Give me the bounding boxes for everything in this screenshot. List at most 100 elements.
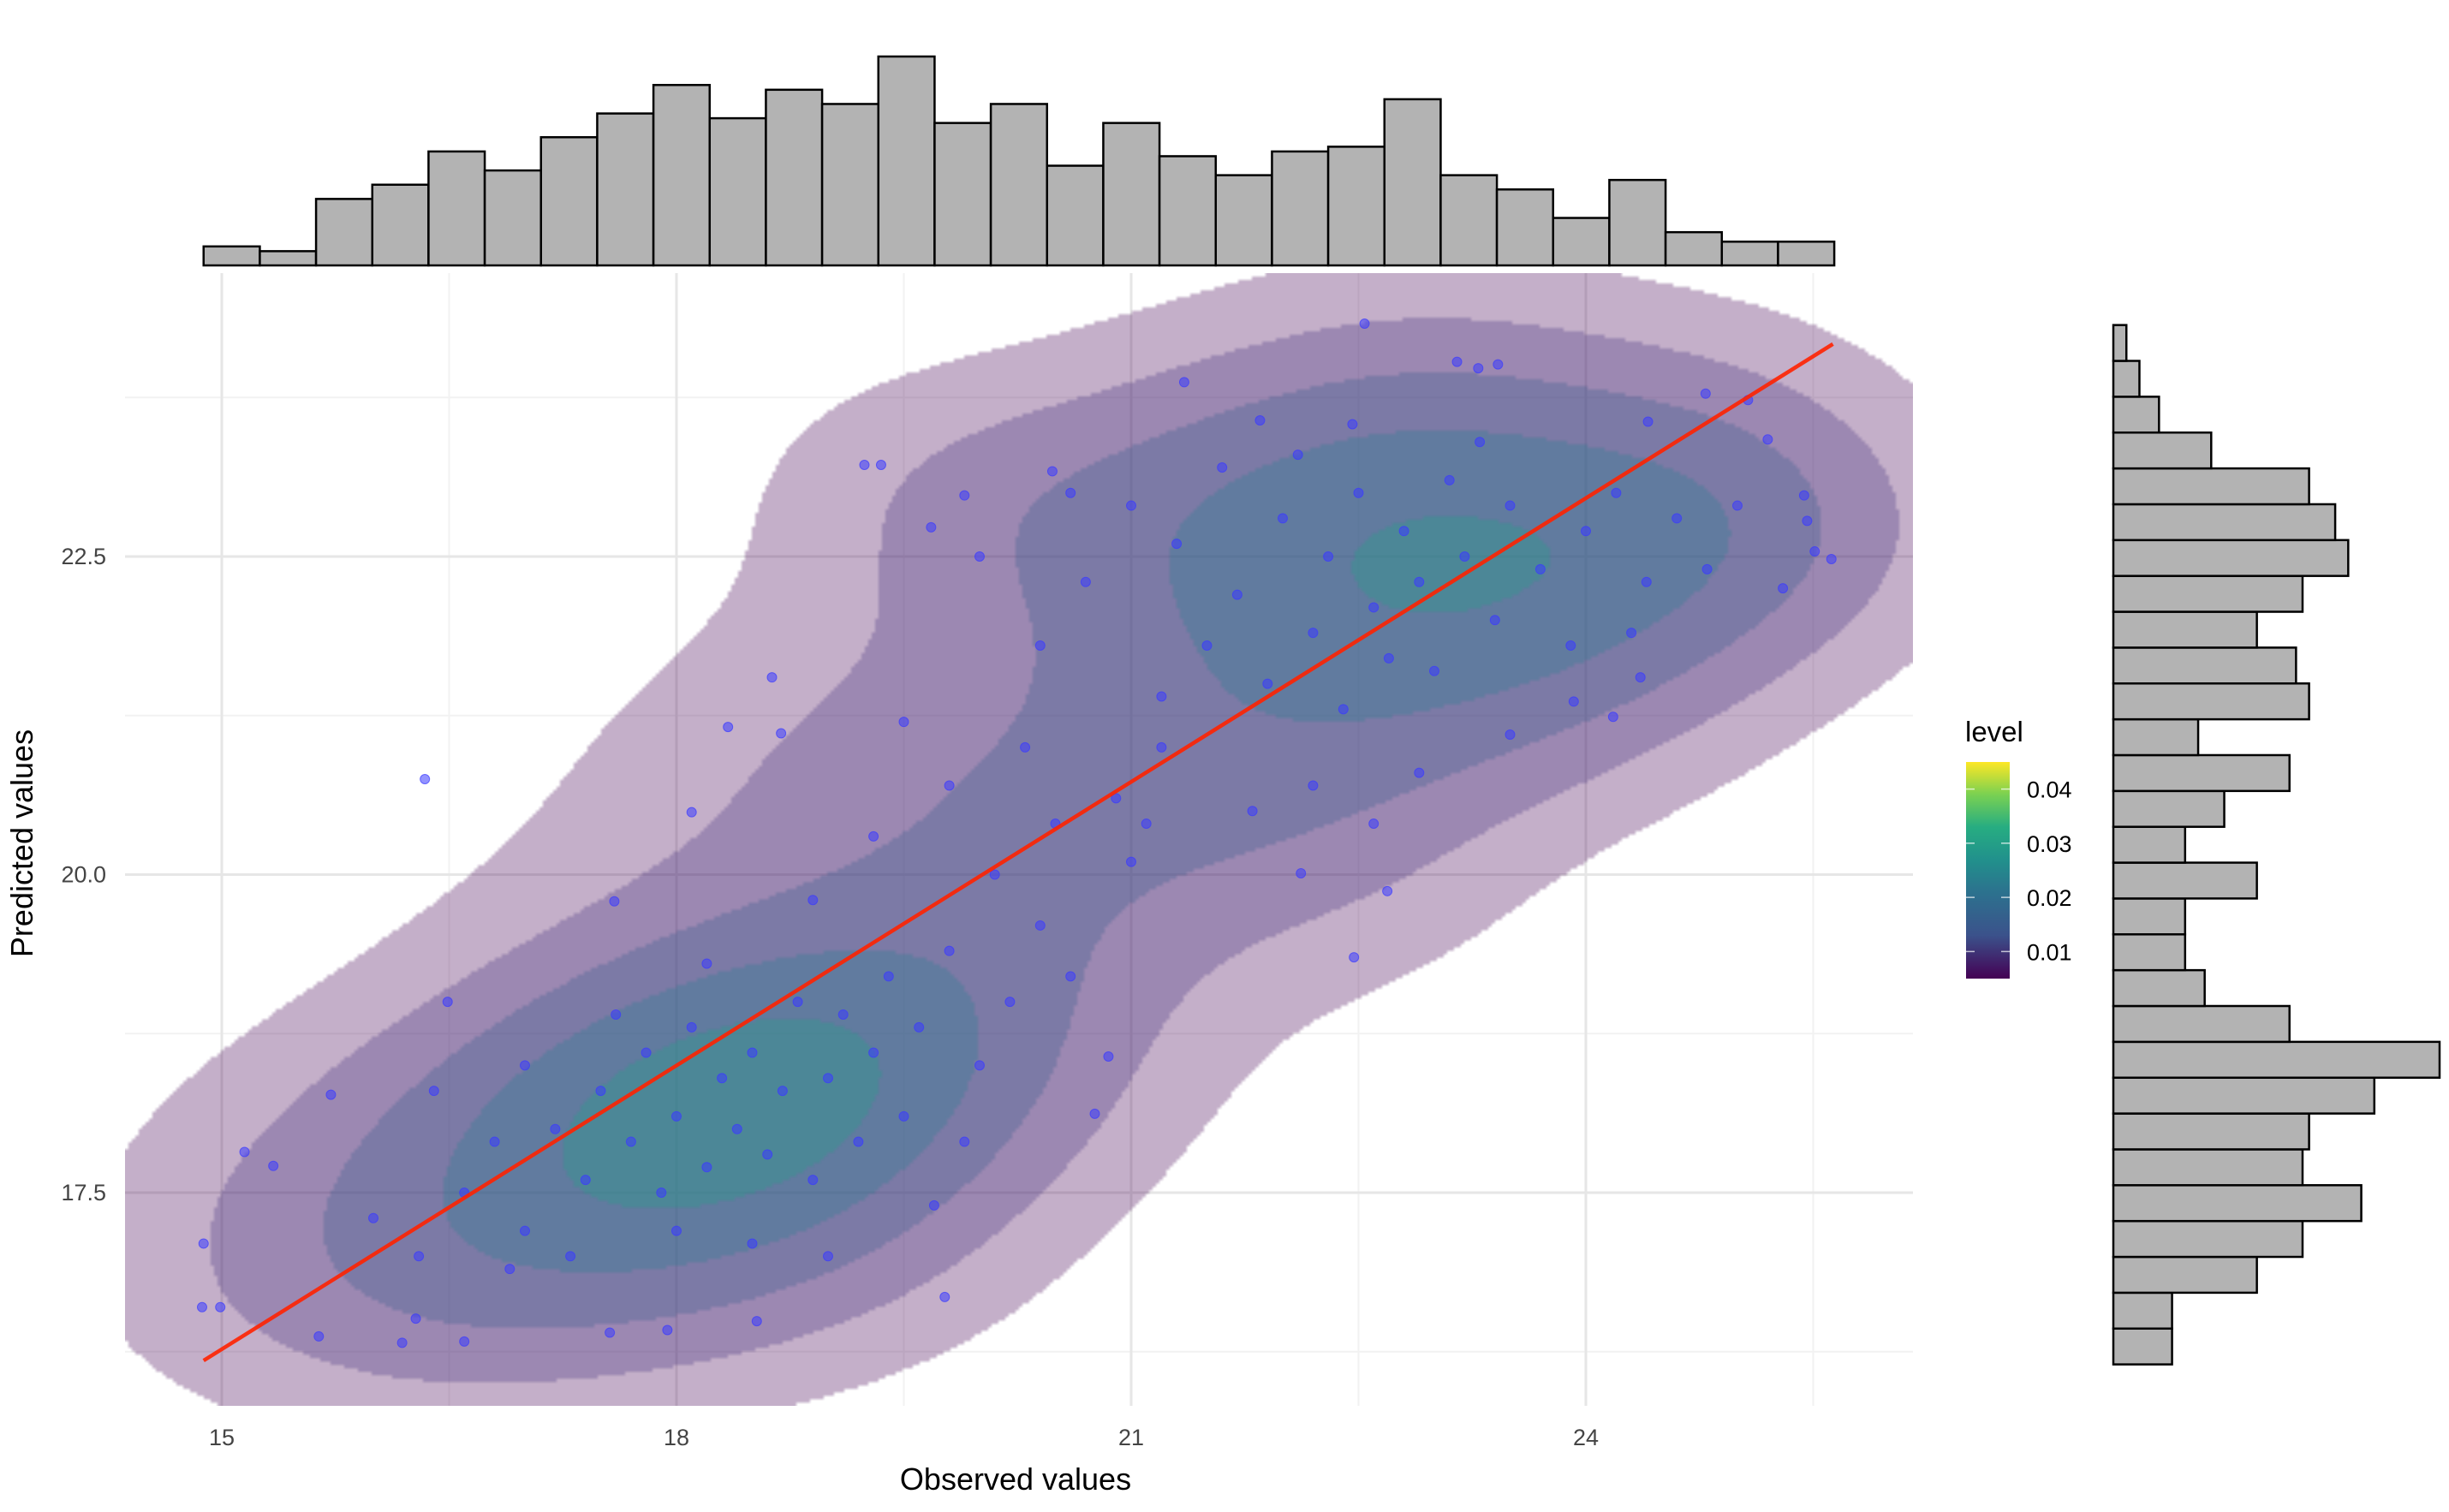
data-point bbox=[944, 945, 955, 956]
right-marginal-histogram bbox=[2112, 324, 2441, 1366]
right-histogram-bar bbox=[2112, 1148, 2304, 1187]
data-point bbox=[504, 1264, 515, 1275]
right-histogram-bar bbox=[2112, 753, 2291, 793]
data-point bbox=[1568, 696, 1579, 707]
data-point bbox=[1414, 767, 1425, 778]
data-point bbox=[853, 1136, 864, 1147]
top-histogram-bar bbox=[652, 84, 712, 267]
data-point bbox=[914, 1021, 925, 1033]
data-point bbox=[1505, 729, 1516, 741]
data-point bbox=[959, 1136, 970, 1147]
right-histogram-bar bbox=[2112, 396, 2160, 434]
right-histogram-bar bbox=[2112, 1219, 2304, 1259]
top-histogram-bar bbox=[596, 112, 655, 267]
data-point bbox=[944, 780, 955, 791]
data-point bbox=[1034, 640, 1046, 652]
density-level-0.04 bbox=[125, 273, 1913, 1406]
data-point bbox=[1080, 576, 1091, 587]
data-point bbox=[580, 1175, 591, 1186]
data-point bbox=[410, 1313, 421, 1324]
data-point bbox=[605, 1327, 616, 1338]
data-point bbox=[1826, 553, 1837, 564]
data-point bbox=[959, 490, 970, 501]
scatter-points bbox=[196, 318, 1837, 1348]
data-point bbox=[717, 1073, 728, 1084]
data-point bbox=[898, 1110, 909, 1122]
right-histogram-bar bbox=[2112, 1291, 2173, 1330]
data-point bbox=[1046, 466, 1058, 477]
data-point bbox=[823, 1251, 833, 1262]
data-point bbox=[313, 1330, 325, 1342]
top-histogram-bar bbox=[1664, 230, 1724, 267]
data-point bbox=[1126, 500, 1136, 511]
data-point bbox=[939, 1291, 950, 1302]
data-point bbox=[1451, 356, 1463, 367]
data-point bbox=[1473, 363, 1484, 374]
data-point bbox=[1141, 819, 1152, 830]
data-point bbox=[723, 722, 734, 733]
right-histogram-bar bbox=[2112, 1184, 2363, 1223]
x-tick-label: 21 bbox=[1118, 1425, 1144, 1450]
data-point bbox=[268, 1160, 279, 1171]
top-histogram-bar bbox=[539, 136, 599, 267]
data-point bbox=[1254, 414, 1266, 426]
data-point bbox=[807, 895, 819, 906]
data-point bbox=[1489, 615, 1500, 626]
right-histogram-bar bbox=[2112, 825, 2187, 864]
data-point bbox=[1308, 780, 1319, 791]
top-histogram-bar bbox=[259, 250, 318, 267]
top-marginal-histogram bbox=[202, 55, 1836, 267]
data-point bbox=[686, 807, 697, 818]
right-histogram-bar bbox=[2112, 1255, 2258, 1295]
data-point bbox=[1382, 885, 1393, 896]
top-histogram-bar bbox=[1495, 188, 1555, 267]
data-point bbox=[1020, 741, 1031, 753]
data-point bbox=[1338, 704, 1349, 715]
data-point bbox=[1359, 318, 1370, 330]
right-histogram-bar bbox=[2112, 431, 2213, 470]
data-point bbox=[1762, 434, 1773, 445]
data-point bbox=[1635, 672, 1646, 683]
legend-tick-label: 0.02 bbox=[2027, 885, 2072, 911]
data-point bbox=[1444, 474, 1455, 485]
data-point bbox=[747, 1047, 758, 1058]
data-point bbox=[1292, 449, 1303, 461]
data-point bbox=[1178, 377, 1189, 388]
legend-colorbar bbox=[1966, 762, 2010, 979]
data-point bbox=[1732, 500, 1743, 511]
right-histogram-bar bbox=[2112, 646, 2297, 685]
data-point bbox=[671, 1110, 682, 1122]
legend-title: level bbox=[1965, 716, 2023, 747]
data-point bbox=[868, 830, 879, 842]
data-point bbox=[1798, 490, 1809, 501]
data-point bbox=[1809, 546, 1820, 557]
data-point bbox=[1368, 602, 1379, 613]
right-histogram-bar bbox=[2112, 1112, 2310, 1151]
data-point bbox=[1171, 539, 1183, 550]
data-point bbox=[777, 1086, 788, 1097]
data-point bbox=[1641, 576, 1652, 587]
data-point bbox=[823, 1073, 833, 1084]
right-histogram-bar bbox=[2112, 324, 2128, 362]
top-histogram-bar bbox=[1439, 174, 1499, 267]
top-histogram-bar bbox=[371, 183, 430, 267]
right-histogram-bar bbox=[2112, 968, 2206, 1008]
right-histogram-bar bbox=[2112, 789, 2226, 828]
data-point bbox=[868, 1047, 879, 1058]
data-point bbox=[1156, 691, 1167, 702]
data-point bbox=[859, 460, 870, 471]
top-histogram-bar bbox=[1326, 146, 1386, 267]
data-point bbox=[641, 1047, 652, 1058]
data-point bbox=[239, 1146, 250, 1158]
data-point bbox=[1349, 952, 1360, 963]
top-histogram-bar bbox=[1777, 241, 1836, 267]
data-point bbox=[989, 869, 1000, 880]
data-point bbox=[1398, 526, 1409, 537]
x-tick-label: 18 bbox=[664, 1425, 689, 1450]
data-point bbox=[1778, 583, 1789, 594]
data-point bbox=[656, 1188, 667, 1198]
top-histogram-bar bbox=[427, 150, 486, 267]
right-histogram-bar bbox=[2112, 503, 2337, 542]
right-histogram-bar bbox=[2112, 574, 2304, 613]
